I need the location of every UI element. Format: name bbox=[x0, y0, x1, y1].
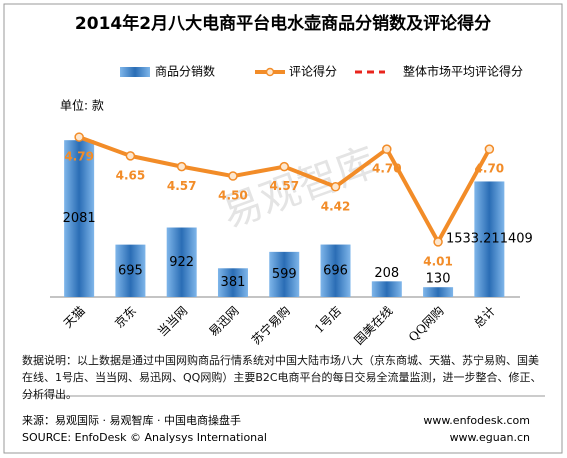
legend-label: 评论得分 bbox=[289, 64, 337, 79]
source-en: SOURCE: EnfoDesk © Analysys Internationa… bbox=[22, 431, 267, 444]
bar bbox=[217, 268, 248, 297]
point bbox=[125, 151, 136, 161]
x-tick-label: 苏宁易购 bbox=[248, 303, 293, 348]
point-value-label: 4.70 bbox=[372, 162, 402, 176]
bar-value-label: 130 bbox=[426, 272, 451, 287]
bar-value-label: 922 bbox=[169, 255, 194, 270]
bar bbox=[423, 287, 454, 297]
note: 数据说明：以上数据是通过中国网购商品行情系统对中国大陆市场八大（京东商城、天猫、… bbox=[22, 354, 542, 401]
legend-swatch bbox=[265, 67, 275, 77]
bar bbox=[474, 181, 505, 297]
point bbox=[176, 161, 187, 172]
point-value-label: 4.57 bbox=[167, 179, 197, 193]
point bbox=[330, 182, 341, 192]
x-tick-label: 京东 bbox=[112, 304, 139, 331]
point-value-label: 4.01 bbox=[423, 254, 453, 268]
point-value-label: 4.70 bbox=[475, 162, 505, 176]
point bbox=[74, 132, 84, 142]
bar-value-label: 381 bbox=[221, 275, 246, 290]
site: www.enfodesk.com bbox=[423, 414, 530, 427]
frame bbox=[3, 3, 563, 454]
x-tick-label: 天猫 bbox=[61, 304, 88, 331]
point bbox=[433, 237, 443, 247]
bar bbox=[166, 227, 197, 297]
bar-value-label: 695 bbox=[118, 263, 143, 278]
x-tick-label: 易迅网 bbox=[206, 304, 241, 339]
point-value-label: 4.57 bbox=[269, 179, 299, 193]
legend-label: 商品分销数 bbox=[155, 64, 215, 79]
x-tick-label: 当当网 bbox=[155, 304, 190, 339]
point bbox=[228, 171, 238, 181]
point-value-label: 4.65 bbox=[116, 168, 146, 182]
bar bbox=[371, 281, 402, 297]
chart-title: 2014年2月八大电商平台电水壶商品分销数及评论得分 bbox=[75, 13, 491, 34]
bar bbox=[320, 244, 351, 297]
x-tick-label: 国美在线 bbox=[352, 304, 396, 348]
x-tick-label: 1号店 bbox=[312, 304, 344, 336]
bar bbox=[115, 244, 146, 297]
bar bbox=[269, 251, 300, 297]
point-value-label: 4.42 bbox=[321, 199, 351, 213]
x-tick-label: QQ网购 bbox=[405, 303, 446, 344]
legend-label: 整体市场平均评论得分 bbox=[403, 64, 523, 79]
bar-value-label: 599 bbox=[272, 267, 297, 282]
point bbox=[382, 144, 392, 154]
source-cn: 来源：易观国际 · 易观智库 · 中国电商操盘手 bbox=[22, 413, 241, 427]
point-value-label: 4.79 bbox=[64, 150, 94, 164]
point bbox=[484, 144, 495, 154]
point bbox=[279, 161, 289, 172]
bar-value-label: 208 bbox=[374, 266, 399, 281]
bar-value-label: 2081 bbox=[63, 211, 96, 226]
legend-swatch bbox=[120, 67, 150, 77]
unit-label: 单位: 款 bbox=[60, 98, 104, 113]
x-tick-label: 总计 bbox=[471, 304, 498, 331]
point-value-label: 4.50 bbox=[218, 189, 248, 203]
site: www.eguan.cn bbox=[450, 431, 530, 444]
bar bbox=[64, 140, 95, 297]
bar-value-label: 1533.211409 bbox=[446, 232, 533, 247]
bar-value-label: 696 bbox=[323, 263, 348, 278]
